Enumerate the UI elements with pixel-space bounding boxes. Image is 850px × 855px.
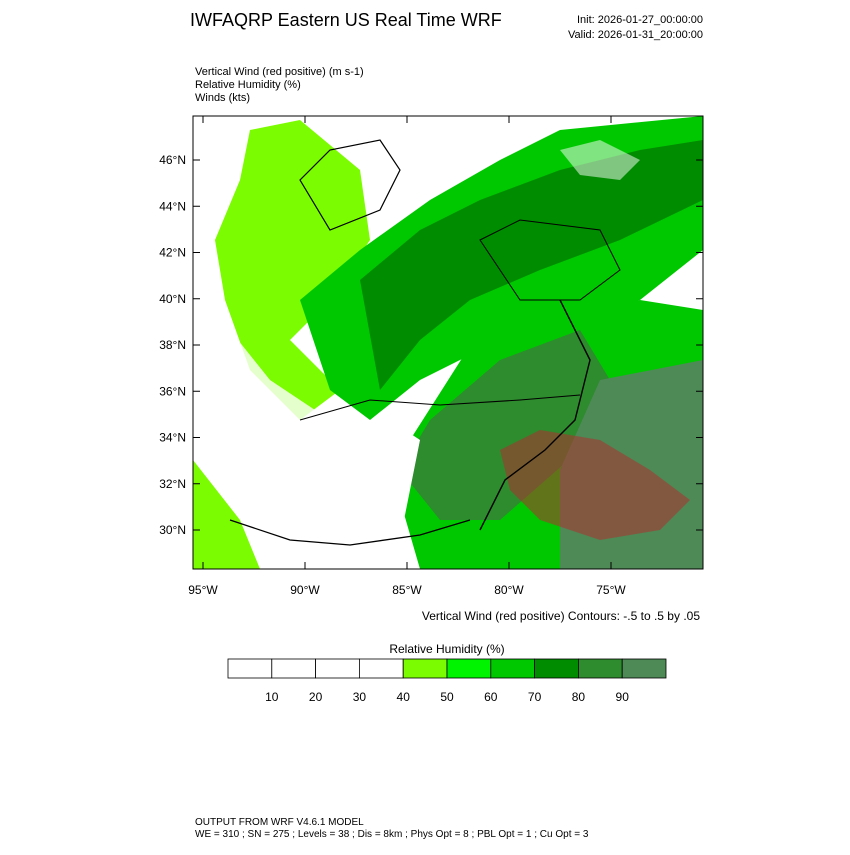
lon-label: 90°W (290, 583, 320, 597)
colorbar-box (446, 658, 492, 679)
field-label: Winds (kts) (195, 92, 250, 104)
lat-label: 34°N (159, 431, 186, 445)
colorbar-label: 60 (484, 690, 498, 704)
lat-label: 38°N (159, 338, 186, 352)
colorbar-label: 90 (616, 690, 630, 704)
lat-label: 42°N (159, 246, 186, 260)
map-axes: 46°N 44°N 42°N 40°N 38°N 36°N 34°N 32°N 30°N 95°W… (159, 116, 703, 597)
valid-time: Valid: 2026-01-31_20:00:00 (568, 29, 703, 41)
lat-label: 30°N (159, 523, 186, 537)
colorbar-label: 80 (572, 690, 586, 704)
contour-note: Vertical Wind (red positive) Contours: -… (422, 609, 700, 623)
footer-line: OUTPUT FROM WRF V4.6.1 MODEL (195, 817, 364, 828)
colorbar-box (315, 658, 360, 679)
footer-line: WE = 310 ; SN = 275 ; Levels = 38 ; Dis … (195, 829, 589, 840)
colorbar-box (534, 658, 579, 679)
lat-label: 44°N (159, 199, 186, 213)
colorbar-label: 40 (397, 690, 411, 704)
lon-label: 85°W (392, 583, 422, 597)
colorbar-box (358, 658, 404, 679)
lon-label: 95°W (188, 583, 218, 597)
lon-label: 75°W (596, 583, 626, 597)
colorbar-label: 70 (528, 690, 542, 704)
lat-label: 32°N (159, 477, 186, 491)
lat-label: 36°N (159, 384, 186, 398)
colorbar-box (490, 658, 535, 679)
colorbar-box (271, 658, 316, 679)
lat-label: 46°N (159, 153, 186, 167)
colorbar-box (402, 658, 448, 679)
field-label: Relative Humidity (%) (195, 79, 301, 91)
init-time: Init: 2026-01-27_00:00:00 (577, 14, 703, 26)
colorbar-label: 10 (265, 690, 279, 704)
colorbar-box (227, 658, 273, 679)
map-frame (192, 115, 704, 570)
colorbar-label: 30 (353, 690, 367, 704)
colorbar-box (578, 658, 623, 679)
colorbar-label: 50 (440, 690, 454, 704)
title: IWFAQRP Eastern US Real Time WRF (190, 10, 502, 30)
colorbar: 10 20 30 40 50 60 70 80 90 (227, 658, 667, 704)
colorbar-title: Relative Humidity (%) (389, 642, 504, 656)
lon-label: 80°W (494, 583, 524, 597)
colorbar-label: 20 (309, 690, 323, 704)
map-field (193, 116, 703, 569)
lat-label: 40°N (159, 292, 186, 306)
field-label: Vertical Wind (red positive) (m s-1) (195, 66, 364, 78)
colorbar-box (621, 658, 667, 679)
